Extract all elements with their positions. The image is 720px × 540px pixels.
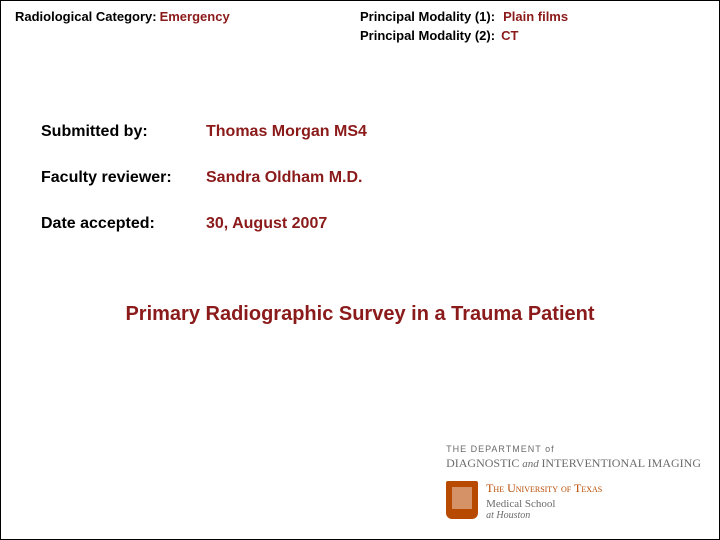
submitted-by-value: Thomas Morgan MS4 [206,123,367,141]
info-block: Submitted by: Thomas Morgan MS4 Faculty … [41,123,719,233]
header-row-1: Radiological Category: Emergency Princip… [1,1,719,24]
date-accepted-value: 30, August 2007 [206,215,327,233]
modality2-value: CT [501,28,518,43]
modality2-label: Principal Modality (2): [360,28,495,43]
university-line3: at Houston [486,510,602,521]
dept-part1: DIAGNOSTIC [446,456,519,470]
dept-name: DIAGNOSTIC and INTERVENTIONAL IMAGING [446,456,701,471]
dept-and: and [519,458,541,470]
submitted-by-label: Submitted by: [41,123,206,141]
header-row-2: Principal Modality (2): CT [1,24,719,43]
date-accepted-label: Date accepted: [41,215,206,233]
faculty-reviewer-label: Faculty reviewer: [41,169,206,187]
university-line2: Medical School [486,498,602,510]
radiological-category-label: Radiological Category: [15,9,157,24]
radiological-category-value: Emergency [160,9,230,24]
page-title: Primary Radiographic Survey in a Trauma … [1,303,719,326]
modality1-value: Plain films [503,9,568,24]
modality1-label: Principal Modality (1): [360,9,495,24]
dept-part2: INTERVENTIONAL IMAGING [541,456,701,470]
university-crest-icon [446,481,478,519]
footer-logo-block: THE DEPARTMENT of DIAGNOSTIC and INTERVE… [446,444,701,521]
faculty-reviewer-value: Sandra Oldham M.D. [206,169,362,187]
dept-prefix: THE DEPARTMENT of [446,444,701,454]
university-line1: The University of Texas [486,481,602,496]
